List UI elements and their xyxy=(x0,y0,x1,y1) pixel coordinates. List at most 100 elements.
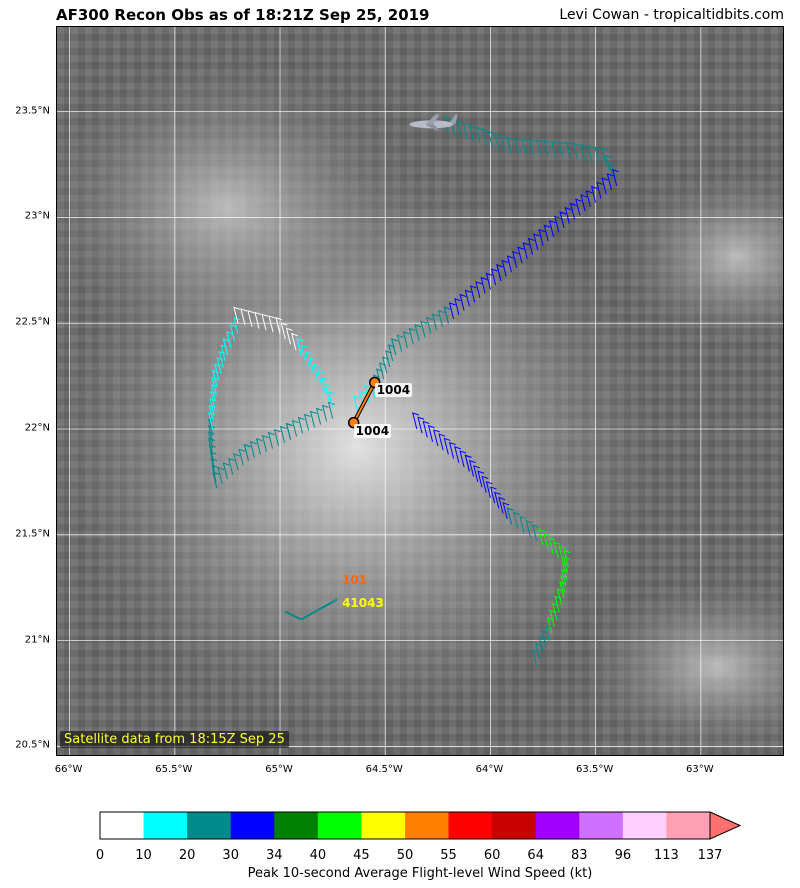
wind-barb xyxy=(560,575,568,593)
wind-barb xyxy=(313,363,321,381)
pressure-label: 1004 xyxy=(374,383,413,398)
colorbar-swatch xyxy=(622,812,667,839)
wind-barb xyxy=(608,161,616,179)
wind-barb xyxy=(538,528,546,546)
wind-barb xyxy=(579,143,587,161)
wind-barb xyxy=(396,334,404,352)
wind-barb xyxy=(275,317,283,334)
wind-barb xyxy=(291,332,298,350)
wind-barb xyxy=(321,404,329,422)
longitude-tick-label: 64.5°W xyxy=(365,764,403,775)
wind-barb xyxy=(556,588,564,606)
wind-barb xyxy=(561,568,568,586)
wind-barb xyxy=(500,135,508,152)
wind-barb xyxy=(279,425,287,443)
wind-barb xyxy=(498,496,506,514)
wind-barb xyxy=(485,272,493,290)
wind-barb xyxy=(521,138,529,156)
wind-barb xyxy=(558,140,566,158)
wind-barb xyxy=(506,137,514,155)
colorbar-swatch xyxy=(274,812,319,839)
wind-barb xyxy=(548,220,556,237)
wind-barb xyxy=(379,362,386,380)
wind-barb xyxy=(590,185,598,203)
wind-barb xyxy=(502,502,510,520)
center-fix-link xyxy=(352,382,376,424)
wind-barb xyxy=(475,126,483,144)
map-panel[interactable] xyxy=(56,26,784,756)
wind-barb xyxy=(506,507,514,525)
wind-barb xyxy=(304,350,312,368)
wind-barb xyxy=(388,344,395,362)
wind-barb xyxy=(443,306,451,324)
wind-barb xyxy=(494,132,502,150)
cloud-mass xyxy=(57,57,427,357)
wind-barb xyxy=(448,302,456,320)
wind-barb xyxy=(519,515,527,533)
wind-barb xyxy=(454,446,462,464)
wind-barb xyxy=(543,532,551,550)
cloud-mass xyxy=(617,167,783,347)
wind-barb xyxy=(485,481,493,498)
wind-barb xyxy=(315,407,323,425)
wind-barb xyxy=(456,120,464,138)
wind-barb xyxy=(569,202,577,220)
wind-barb xyxy=(501,259,509,277)
wind-barb xyxy=(554,215,561,233)
colorbar-outline xyxy=(99,811,711,840)
wind-barb xyxy=(559,211,567,229)
wind-barb xyxy=(309,410,317,428)
colorbar-swatch xyxy=(230,812,275,839)
buoy-wind-barb xyxy=(284,598,338,621)
wind-barb xyxy=(572,142,580,160)
satellite-timestamp: Satellite data from 18:15Z Sep 25 xyxy=(60,731,289,748)
wind-barb xyxy=(538,228,546,246)
wind-barb xyxy=(481,128,489,146)
wind-barb xyxy=(247,309,255,327)
wind-barb xyxy=(417,416,425,434)
wind-barb xyxy=(358,390,366,408)
wind-barb xyxy=(209,451,217,469)
wind-barb xyxy=(565,141,573,159)
wind-barb xyxy=(535,642,543,660)
wind-barb xyxy=(353,395,361,413)
wind-barb xyxy=(300,344,308,362)
pressure-label: 1004 xyxy=(353,423,392,438)
latitude-tick-label: 21.5°N xyxy=(15,528,50,540)
wind-barb xyxy=(233,453,241,471)
wind-barb xyxy=(437,309,445,327)
wind-barb xyxy=(209,398,217,416)
wind-barb xyxy=(532,524,539,542)
wind-barb xyxy=(261,313,269,331)
wind-barb xyxy=(280,322,288,340)
colorbar-tick-label: 34 xyxy=(266,848,283,863)
colorbar-swatch xyxy=(143,812,188,839)
wind-barb xyxy=(533,233,540,251)
cloud-mass xyxy=(577,577,783,755)
wind-barb xyxy=(217,466,225,484)
wind-barb xyxy=(414,324,422,341)
wind-barb xyxy=(285,327,293,345)
colorbar-tick-label: 113 xyxy=(654,848,679,863)
wind-barb xyxy=(468,459,476,477)
wind-barb xyxy=(227,457,235,475)
longitude-tick-label: 65.5°W xyxy=(155,764,193,775)
wind-barb xyxy=(601,147,609,165)
map-canvas[interactable] xyxy=(57,27,784,756)
wind-barb xyxy=(468,124,476,142)
wind-barb xyxy=(594,146,602,164)
wind-barb xyxy=(514,137,521,155)
wind-barb xyxy=(473,465,480,483)
wind-barb xyxy=(480,276,488,294)
wind-barb xyxy=(558,545,566,563)
colorbar-tick-label: 55 xyxy=(440,848,457,863)
colorbar-tick-label: 96 xyxy=(614,848,632,863)
colorbar-tick-label: 30 xyxy=(222,848,239,863)
colorbar-swatch xyxy=(361,812,406,839)
colorbar-swatch xyxy=(579,812,624,839)
wind-barb xyxy=(431,313,439,331)
wind-barb xyxy=(532,649,539,667)
wind-barb xyxy=(261,434,269,452)
wind-barb xyxy=(233,317,241,334)
wind-barb xyxy=(268,315,276,333)
